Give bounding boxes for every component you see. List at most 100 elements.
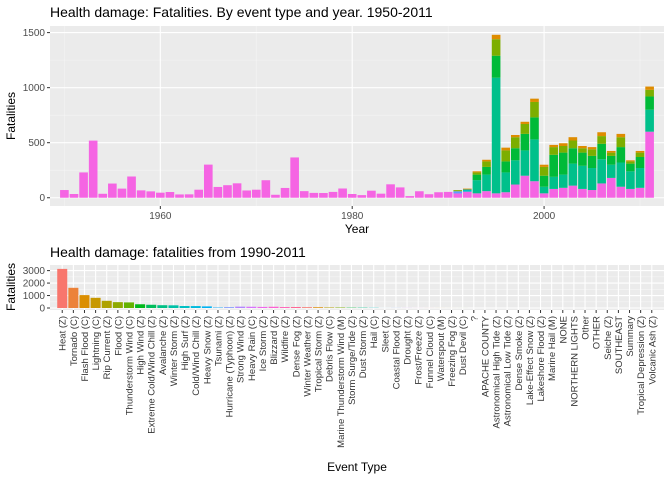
top-bar-segment [482,159,491,162]
top-bar-segment [626,163,635,172]
bottom-x-tick-label: Summary [625,316,636,357]
top-bar-segment [530,98,539,102]
bottom-x-axis-title: Event Type [327,460,387,474]
bottom-x-tick-label: Funnel Cloud (C) [425,316,436,388]
top-y-axis-title: Fatalities [4,92,18,140]
top-x-ticks: 1960 1980 2000 [149,206,556,222]
bottom-x-tick-label: Dense Smoke (Z) [514,316,525,390]
bottom-bar [57,268,68,309]
bottom-bar [235,306,246,309]
top-bar-segment [472,174,482,181]
bottom-x-tick-label: Storm Surge/Tide (Z) [347,316,358,405]
bottom-x-tick-label: High Surf (Z) [180,316,191,370]
top-bar-segment [405,196,415,198]
top-x-tick-label: 1960 [149,211,172,222]
top-y-tick-label: 1500 [23,28,46,39]
top-bar-segment [568,163,578,186]
top-bar-segment [635,150,645,153]
bottom-x-tick-label: Frost/Freeze (Z) [414,316,425,385]
bottom-bar [246,306,257,309]
bottom-chart: Health damage: fatalities from 1990-2011… [4,244,664,474]
top-bar-segment [501,147,511,151]
bottom-x-tick-label: High Wind (Z) [136,316,147,375]
bottom-x-tick-label: Astronomical High Tide (Z) [492,316,503,428]
top-bar-segment [510,134,520,138]
top-bar-segment [501,150,511,162]
top-bar-segment [539,164,549,167]
bottom-x-tick-label: Flood (C) [113,316,124,356]
top-y-tick-label: 500 [28,138,45,149]
bottom-bar [157,305,168,309]
top-bar-segment [587,147,597,150]
top-bar-segment [626,161,635,164]
top-bar-segment [597,159,606,184]
top-bar-segment [108,183,117,198]
bottom-x-tick-label: Heavy Snow (Z) [202,316,213,384]
bottom-bar [268,306,279,309]
top-bar-segment [597,183,606,198]
top-chart: Health damage: Fatalities. By event type… [4,4,664,236]
bottom-bar [168,305,179,309]
bottom-bar [190,306,201,309]
top-bar-segment [539,175,549,187]
top-bar-segment [578,165,587,189]
top-bar-segment [616,147,626,163]
top-bar-segment [549,144,558,148]
top-x-axis-title: Year [345,222,369,236]
top-bar-segment [453,193,463,198]
top-bar-segment [568,140,578,149]
top-bar-segment [501,192,511,198]
top-bar-segment [578,152,587,166]
top-bar-segment [520,123,530,134]
top-bar-segment [568,148,578,164]
top-bar-segment [626,171,635,189]
bottom-bar [224,307,235,309]
top-bar-segment [299,191,309,198]
top-bar-segment [280,187,290,198]
bottom-x-tick-label: APACHE COUNTY [480,315,491,397]
bottom-x-tick-label: Dust Storm (Z) [358,316,369,378]
top-bar-segment [482,166,491,175]
bottom-bars [57,268,468,309]
bottom-x-tick-label: ? [469,316,480,321]
bottom-bar [313,307,324,309]
top-bar-segment [549,154,558,177]
top-bar-segment [117,188,127,198]
top-bar-segment [232,183,242,198]
top-bar-segment [491,39,501,56]
bottom-y-tick-label: 2000 [23,279,46,290]
top-bar-segment [69,194,79,198]
top-bar-segment [347,194,357,198]
bottom-x-tick-label: Heavy Rain (C) [247,316,258,381]
top-bar-segment [530,181,539,198]
top-bar-segment [530,139,539,182]
top-bar-segment [242,190,251,198]
bottom-x-tick-label: Rip Current (Z) [102,316,113,379]
top-bar-segment [539,186,549,194]
top-bar-segment [606,155,616,165]
top-bar-segment [338,188,347,198]
bottom-x-tick-label: Dust Devil (C) [458,316,469,375]
top-bar-segment [136,190,146,198]
top-bar-segment [88,140,98,198]
top-bar-segment [520,121,530,124]
top-bar-segment [606,164,616,178]
top-bar-segment [491,77,501,194]
top-bar-segment [491,55,501,78]
top-bar-segment [645,86,654,90]
top-bar-segment [510,137,520,149]
top-bar-segment [539,166,549,176]
top-bar-segment [79,172,88,198]
bottom-bar [290,306,301,309]
top-bar-segment [558,152,568,175]
bottom-x-tick-label: Strong Wind (Z) [236,316,247,383]
bottom-y-axis-title: Fatalities [4,263,18,311]
top-bar-segment [98,193,108,198]
top-bar-segment [578,146,587,149]
bottom-x-tick-label: Flash Flood (C) [80,316,91,381]
top-bar-segment [146,191,156,198]
top-bar-segment [328,191,338,198]
top-bar-segment [520,150,530,176]
top-bar-segment [510,160,520,185]
top-bar-segment [165,192,175,198]
